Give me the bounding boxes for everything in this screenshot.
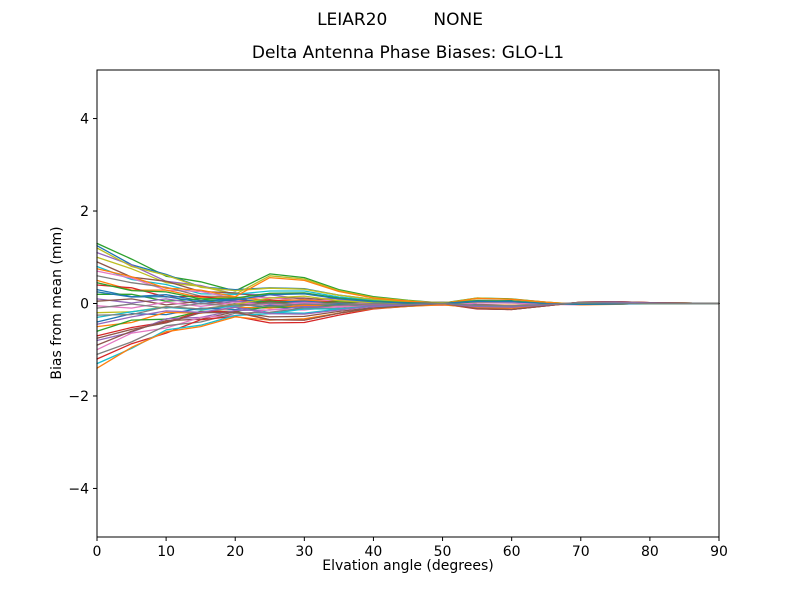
y-tick-label: 0 [80, 297, 89, 313]
x-tick-label: 0 [93, 544, 102, 560]
x-tick-label: 80 [641, 544, 659, 560]
suptitle-text-right: NONE [433, 10, 483, 30]
x-tick-label: 30 [295, 544, 313, 560]
x-tick-label: 40 [365, 544, 383, 560]
x-tick-label: 20 [226, 544, 244, 560]
series-line [96, 301, 720, 316]
y-tick-label: 4 [80, 112, 89, 128]
x-axis-label: Elvation angle (degrees) [322, 558, 494, 574]
x-tick-label: 70 [572, 544, 590, 560]
y-tick-label: 2 [80, 204, 89, 220]
x-tick-label: 90 [710, 544, 728, 560]
suptitle-text-left: LEIAR20 [317, 10, 388, 30]
x-tick-label: 60 [503, 544, 521, 560]
y-tick-label: −4 [68, 481, 89, 497]
x-tick-label: 50 [434, 544, 452, 560]
x-tick-label: 10 [157, 544, 175, 560]
figure-suptitle: LEIAR20 NONE [0, 10, 800, 30]
chart-title: Delta Antenna Phase Biases: GLO-L1 [251, 43, 565, 63]
series-line [96, 291, 720, 306]
y-tick-label: −2 [68, 389, 89, 405]
